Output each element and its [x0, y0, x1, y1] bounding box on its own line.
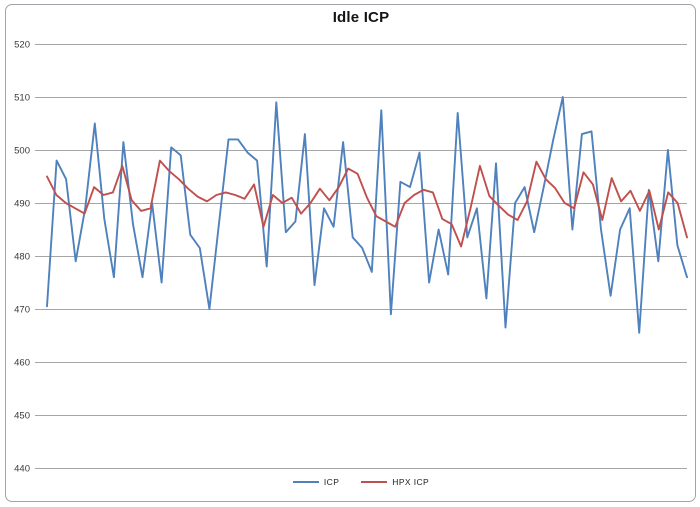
legend-item-icp: ICP	[292, 477, 340, 487]
y-axis-tick-label: 470	[14, 305, 30, 316]
series-line-hpx-icp	[46, 159, 688, 248]
legend-swatch-hpx-icp	[361, 480, 388, 484]
y-axis-tick-label: 510	[14, 93, 30, 104]
y-axis-tick-label: 460	[14, 358, 30, 369]
legend: ICP HPX ICP	[35, 477, 687, 487]
legend-item-hpx-icp: HPX ICP	[361, 477, 429, 487]
legend-swatch-icp	[292, 480, 319, 484]
legend-label-hpx-icp: HPX ICP	[392, 477, 430, 487]
chart-title: Idle ICP	[332, 9, 390, 26]
y-axis-tick-label: 450	[14, 411, 30, 422]
legend-label-icp: ICP	[323, 477, 340, 487]
y-axis-tick-label: 490	[14, 199, 30, 210]
series-line-icp	[46, 96, 688, 334]
y-axis-tick-label: 480	[14, 252, 30, 263]
y-axis-tick-label: 500	[14, 146, 30, 157]
y-axis-tick-label: 520	[14, 40, 30, 51]
chart-frame	[5, 4, 696, 502]
y-axis-tick-label: 440	[14, 464, 30, 475]
